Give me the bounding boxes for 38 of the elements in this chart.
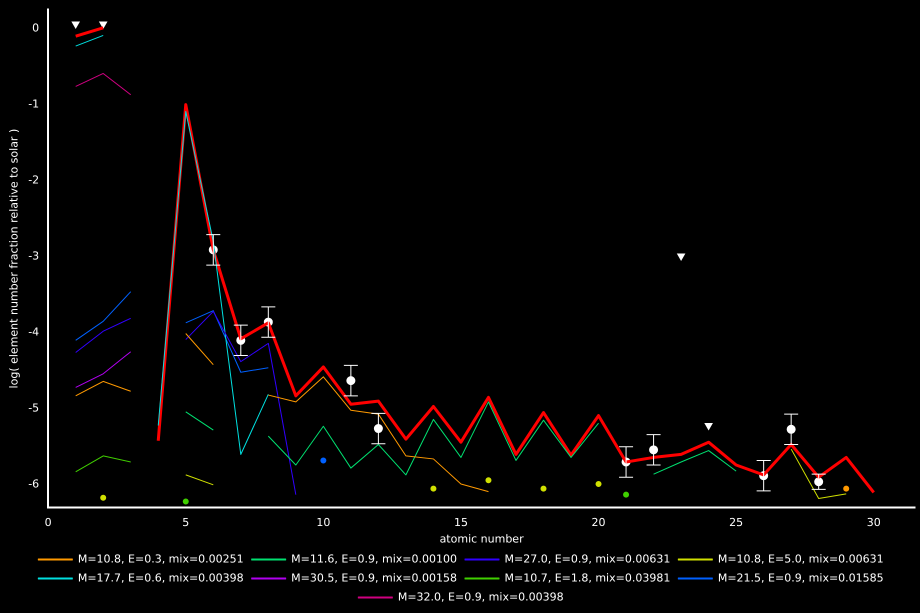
point xyxy=(320,457,326,464)
x-tick-label: 15 xyxy=(454,516,468,530)
x-tick-label: 20 xyxy=(592,516,606,530)
point xyxy=(72,22,80,29)
legend-label: M=17.7, E=0.6, mix=0.00398 xyxy=(78,571,244,584)
point xyxy=(100,494,106,501)
point xyxy=(843,486,850,492)
x-tick-label: 5 xyxy=(182,516,190,530)
legend-label: M=11.6, E=0.9, mix=0.00100 xyxy=(291,552,458,566)
legend-label: M=27.0, E=0.9, mix=0.00631 xyxy=(504,552,670,566)
y-tick-label: -2 xyxy=(28,174,40,187)
y-axis-title: log( element number fraction relative to solar ) xyxy=(7,128,20,388)
x-axis-title: atomic number xyxy=(440,532,524,546)
point xyxy=(99,22,108,29)
point xyxy=(596,481,602,488)
legend-label: M=21.5, E=0.9, mix=0.01585 xyxy=(718,571,884,584)
y-tick-label: -1 xyxy=(28,98,40,110)
point xyxy=(623,492,630,498)
y-tick-label: -5 xyxy=(28,402,40,415)
x-tick-label: 25 xyxy=(729,516,744,530)
point xyxy=(485,477,492,484)
y-tick-label: -4 xyxy=(28,326,40,339)
point xyxy=(704,422,713,430)
y-tick-label: -6 xyxy=(28,478,40,491)
legend-label: M=10.7, E=1.8, mix=0.03981 xyxy=(504,571,670,584)
point xyxy=(677,253,686,260)
point xyxy=(430,486,436,492)
x-tick-label: 30 xyxy=(866,516,881,530)
y-tick-label: -3 xyxy=(28,250,40,263)
x-tick-label: 10 xyxy=(316,516,330,530)
point xyxy=(182,498,189,505)
legend-label: M=10.8, E=5.0, mix=0.00631 xyxy=(718,552,884,566)
y-tick-label: 0 xyxy=(32,21,40,34)
legend-label: M=30.5, E=0.9, mix=0.00158 xyxy=(291,571,458,584)
x-tick-label: 0 xyxy=(44,516,52,530)
legend-label: M=10.8, E=0.3, mix=0.00251 xyxy=(78,552,244,566)
point xyxy=(540,486,546,492)
legend-label: M=32.0, E=0.9, mix=0.00398 xyxy=(398,590,564,604)
